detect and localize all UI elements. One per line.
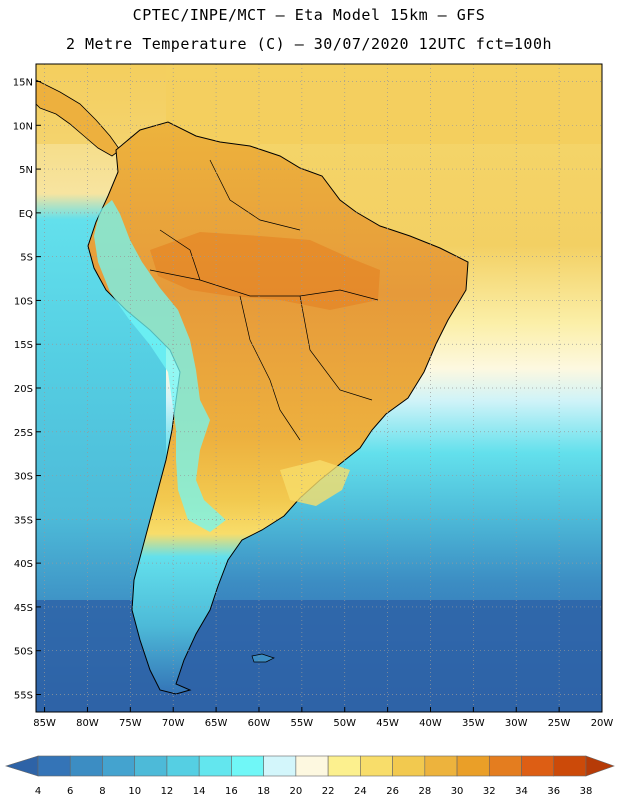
colorbar-box	[198, 755, 232, 777]
colorbar-label: 8	[99, 786, 105, 797]
temperature-map: 15N 10N 5N EQ 5S 10S 15S 20S 25S 30S 35S 40S 45S 50S 5…	[13, 63, 613, 729]
longitude-axis: 85W 80W 75W 70W 65W 60W 55W 50W 45W 40W 35W 30W 25W 2…	[33, 707, 613, 729]
chart-title-line1: CPTEC/INPE/MCT — Eta Model 15km — GFS	[132, 6, 486, 24]
colorbar-label: 28	[418, 786, 431, 797]
chart-title-line2: 2 Metre Temperature (C) — 30/07/2020 12U…	[65, 35, 553, 53]
lon-label: 55W	[291, 718, 314, 729]
colorbar-label: 36	[547, 786, 560, 797]
lat-label: 50S	[14, 647, 33, 658]
lon-label: 45W	[376, 718, 399, 729]
colorbar-box	[360, 755, 393, 777]
lon-label: 85W	[33, 718, 56, 729]
colorbar-label: 34	[515, 786, 528, 797]
lon-label: 60W	[248, 718, 271, 729]
lat-label: 5S	[20, 253, 33, 264]
lat-label: 20S	[14, 384, 33, 395]
lat-label: 15N	[13, 78, 33, 89]
lon-label: 70W	[162, 718, 185, 729]
colorbar-box	[488, 755, 522, 777]
colorbar-box	[263, 755, 297, 777]
lat-label: 55S	[14, 690, 33, 701]
lon-label: 20W	[591, 718, 614, 729]
lon-label: 40W	[419, 718, 442, 729]
southern-cold-field	[36, 600, 602, 712]
colorbar-over-arrow	[585, 755, 615, 777]
colorbar-label: 18	[257, 786, 270, 797]
colorbar-box	[166, 755, 200, 777]
lat-label: 10S	[14, 296, 33, 307]
colorbar-box	[37, 755, 71, 777]
lon-label: 25W	[548, 718, 571, 729]
colorbar-box	[521, 755, 555, 777]
colorbar-under-arrow	[4, 755, 39, 777]
country-borders	[149, 159, 379, 441]
colorbar-box	[134, 755, 168, 777]
lat-label: 5N	[19, 165, 33, 176]
colorbar-label: 24	[354, 786, 367, 797]
colorbar-box	[456, 755, 490, 777]
colorbar-box	[327, 755, 361, 777]
colorbar-box	[553, 755, 587, 777]
colorbar-label: 22	[322, 786, 335, 797]
lon-label: 65W	[205, 718, 228, 729]
falkland-islands	[251, 653, 275, 663]
colorbar-label: 16	[225, 786, 238, 797]
lat-label: 45S	[14, 603, 33, 614]
colorbar-label: 4	[35, 786, 41, 797]
lat-label: 25S	[14, 428, 33, 439]
amazon-hot-core	[150, 232, 380, 310]
colorbar-box	[295, 755, 329, 777]
lat-lon-grid	[36, 64, 602, 712]
colorbar-box	[392, 755, 426, 777]
colorbar-box	[231, 755, 264, 777]
colorbar-label: 20	[290, 786, 303, 797]
lon-label: 50W	[333, 718, 356, 729]
latitude-axis: 15N 10N 5N EQ 5S 10S 15S 20S 25S 30S 35S 40S 45S 50S 5…	[13, 78, 41, 701]
colorbar-label: 14	[193, 786, 206, 797]
lat-label: 15S	[14, 340, 33, 351]
colorbar-label: 26	[386, 786, 399, 797]
lon-label: 80W	[76, 718, 99, 729]
colorbar-label: 6	[67, 786, 73, 797]
lat-label: EQ	[19, 209, 33, 220]
map-field	[36, 64, 602, 712]
lon-label: 75W	[119, 718, 142, 729]
lon-label: 30W	[505, 718, 528, 729]
lat-label: 30S	[14, 472, 33, 483]
lat-label: 35S	[14, 515, 33, 526]
colorbar-label: 38	[580, 786, 593, 797]
lat-label: 10N	[13, 121, 33, 132]
colorbar-label: 32	[483, 786, 496, 797]
colorbar-label: 10	[128, 786, 141, 797]
colorbar-label: 30	[451, 786, 464, 797]
colorbar-box	[69, 755, 103, 777]
colorbar-box	[424, 755, 458, 777]
colorbar: 4 6 8 10 12 14 16 18 20 22 24 26 28 30 32 34 36 38	[4, 755, 615, 797]
colorbar-box	[102, 755, 136, 777]
colorbar-label: 12	[161, 786, 174, 797]
southern-brazil-mild	[280, 460, 350, 506]
caribbean-warm-field	[36, 64, 602, 144]
lat-label: 40S	[14, 559, 33, 570]
andes-cool-band	[94, 200, 226, 532]
central-america-land	[36, 79, 121, 157]
lon-label: 35W	[462, 718, 485, 729]
